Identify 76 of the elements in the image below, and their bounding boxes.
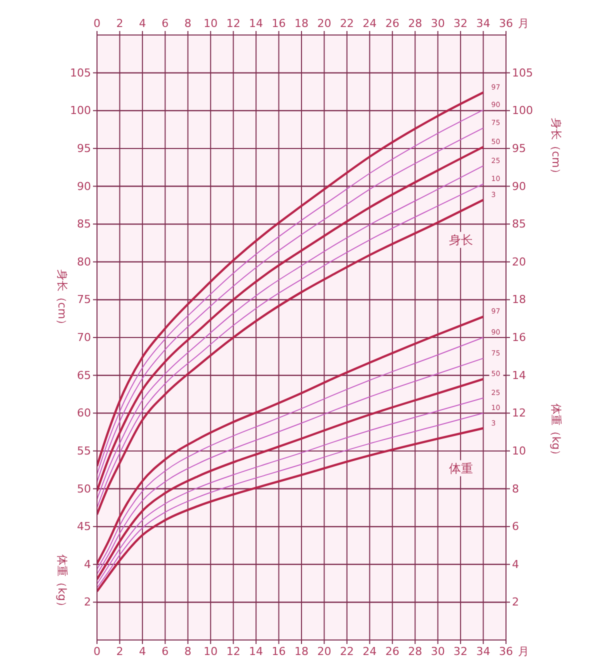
x2-tick-label: 6: [162, 645, 169, 658]
x2-tick-label: 30: [430, 645, 445, 658]
y-tick-label: 4: [84, 558, 91, 571]
x2-tick-label: 18: [294, 645, 308, 658]
x2-tick-label: 20: [317, 645, 332, 658]
x2-tick-label: 32: [454, 645, 468, 658]
y2-tick-label: 14: [512, 368, 526, 382]
y-tick-label: 45: [77, 520, 91, 534]
y-tick-label: 80: [77, 255, 91, 268]
x2-tick-label: 12: [226, 645, 240, 658]
x-tick-label: 16: [272, 17, 286, 30]
x2-tick-label: 14: [249, 645, 264, 658]
y2-tick-label: 2: [512, 596, 519, 609]
x-tick-label: 12: [226, 17, 240, 30]
y-tick-label: 75: [77, 293, 91, 306]
x-tick-label: 18: [294, 17, 308, 30]
x2-axis-title: 月: [518, 17, 529, 30]
x2-tick-label: 34: [476, 645, 490, 658]
x2-tick-label: 2: [116, 645, 124, 658]
y-tick-label: 60: [77, 406, 91, 420]
y-tick-label: 95: [77, 142, 91, 155]
y2-tick-label: 6: [512, 520, 519, 534]
x-tick-label: 0: [94, 17, 100, 30]
x2-tick-label: 36: [499, 645, 513, 658]
y2-tick-label: 100: [512, 104, 533, 118]
y2-axis-title: 体重（kg）: [550, 403, 562, 461]
y-axis-title: 身长（cm）: [56, 269, 68, 330]
x-tick-label: 26: [385, 17, 400, 30]
annotation: 身长: [449, 232, 474, 247]
x-tick-label: 2: [116, 17, 124, 30]
x-tick-label: 34: [476, 17, 490, 30]
x-tick-label: 10: [204, 17, 218, 30]
y-tick-label: 85: [77, 218, 91, 231]
y2-tick-label: 90: [512, 180, 526, 193]
x2-tick-label: 4: [138, 645, 146, 658]
y-tick-label: 105: [70, 66, 91, 80]
x2-tick-label: 24: [362, 645, 377, 658]
y-axis-title: 体重（kg）: [56, 554, 68, 612]
x-tick-label: 22: [340, 17, 354, 30]
y2-tick-label: 16: [512, 331, 526, 344]
x2-tick-label: 16: [272, 645, 286, 658]
x2-tick-label: 10: [204, 645, 218, 658]
x2-tick-label: 28: [408, 645, 422, 658]
x-tick-label: 28: [408, 17, 422, 30]
y-tick-label: 2: [84, 596, 91, 609]
y-tick-label: 70: [77, 331, 91, 344]
x-tick-label: 24: [362, 17, 377, 30]
y2-tick-label: 10: [512, 444, 526, 458]
x-tick-label: 30: [430, 17, 445, 30]
x2-tick-label: 8: [184, 645, 192, 658]
x2-tick-label: 22: [340, 645, 354, 658]
y2-tick-label: 4: [512, 558, 519, 571]
y2-axis-title: 身长（cm）: [550, 118, 562, 179]
y-tick-label: 50: [77, 482, 91, 496]
y2-tick-label: 18: [512, 293, 526, 306]
x-tick-label: 6: [162, 17, 169, 30]
x2-tick-label: 0: [94, 645, 100, 658]
x-tick-label: 14: [249, 17, 264, 30]
y2-tick-label: 8: [512, 482, 519, 496]
x-tick-label: 8: [184, 17, 192, 30]
x-tick-label: 36: [499, 17, 513, 30]
y-tick-label: 65: [77, 368, 91, 382]
x-axis-title: 月: [518, 645, 529, 658]
x-tick-label: 20: [317, 17, 332, 30]
y2-tick-label: 20: [512, 255, 526, 268]
y-tick-label: 100: [70, 104, 91, 118]
y-tick-label: 90: [77, 180, 91, 193]
annotation: 体重: [449, 461, 474, 476]
x-tick-label: 32: [454, 17, 468, 30]
y2-tick-label: 85: [512, 218, 526, 231]
x-tick-label: 4: [138, 17, 146, 30]
y2-tick-label: 105: [512, 66, 533, 80]
y2-tick-label: 12: [512, 406, 526, 420]
x2-tick-label: 26: [385, 645, 400, 658]
y2-tick-label: 95: [512, 142, 526, 155]
y-tick-label: 55: [77, 444, 91, 458]
